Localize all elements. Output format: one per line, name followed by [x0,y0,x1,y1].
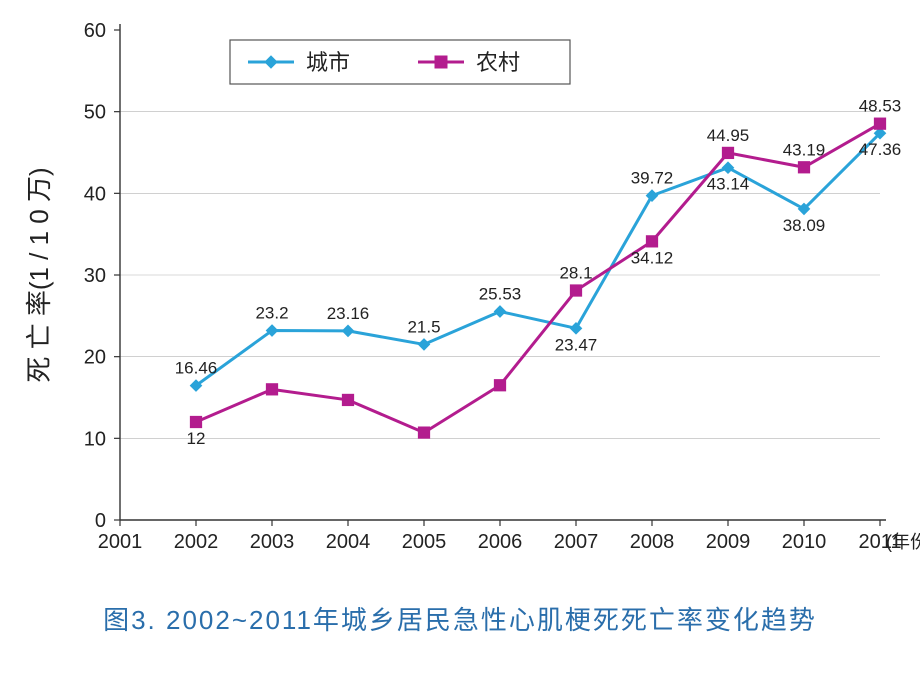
svg-text:39.72: 39.72 [631,169,674,188]
svg-text:30: 30 [84,265,106,287]
svg-text:2001: 2001 [98,531,143,553]
svg-text:23.16: 23.16 [327,304,370,323]
svg-text:34.12: 34.12 [631,248,674,267]
svg-text:60: 60 [84,20,106,42]
svg-text:28.1: 28.1 [559,264,592,283]
svg-text:25.53: 25.53 [479,285,522,304]
svg-text:死 亡 率(1 / 1 0 万): 死 亡 率(1 / 1 0 万) [24,167,54,382]
svg-text:(年份): (年份) [886,532,920,552]
svg-text:23.2: 23.2 [255,304,288,323]
svg-text:16.46: 16.46 [175,359,218,378]
svg-text:48.53: 48.53 [859,97,902,116]
line-chart: 0 10 20 30 40 50 60 2001 2002 2003 2004 2005 2006 200… [0,0,920,690]
svg-text:2005: 2005 [402,531,447,553]
svg-text:50: 50 [84,102,106,124]
svg-text:2008: 2008 [630,531,675,553]
svg-text:47.36: 47.36 [859,140,902,159]
chart-caption: 图3. 2002~2011年城乡居民急性心肌梗死死亡率变化趋势 [0,600,920,637]
svg-text:44.95: 44.95 [707,126,750,145]
svg-text:2004: 2004 [326,531,371,553]
svg-text:38.09: 38.09 [783,216,826,235]
svg-text:43.14: 43.14 [707,175,750,194]
svg-text:23.47: 23.47 [555,335,598,354]
svg-text:2003: 2003 [250,531,295,553]
svg-text:2002: 2002 [174,531,219,553]
svg-text:43.19: 43.19 [783,140,826,159]
svg-text:2006: 2006 [478,531,523,553]
svg-text:2007: 2007 [554,531,599,553]
svg-text:农村: 农村 [476,50,520,75]
chart-container: 0 10 20 30 40 50 60 2001 2002 2003 2004 2005 2006 200… [0,0,920,690]
svg-text:城市: 城市 [306,50,350,75]
svg-text:2009: 2009 [706,531,751,553]
svg-text:20: 20 [84,347,106,369]
svg-text:12: 12 [187,429,206,448]
svg-text:2010: 2010 [782,531,827,553]
svg-text:10: 10 [84,428,106,450]
svg-text:21.5: 21.5 [407,317,440,336]
svg-text:0: 0 [95,510,106,532]
svg-text:40: 40 [84,183,106,205]
